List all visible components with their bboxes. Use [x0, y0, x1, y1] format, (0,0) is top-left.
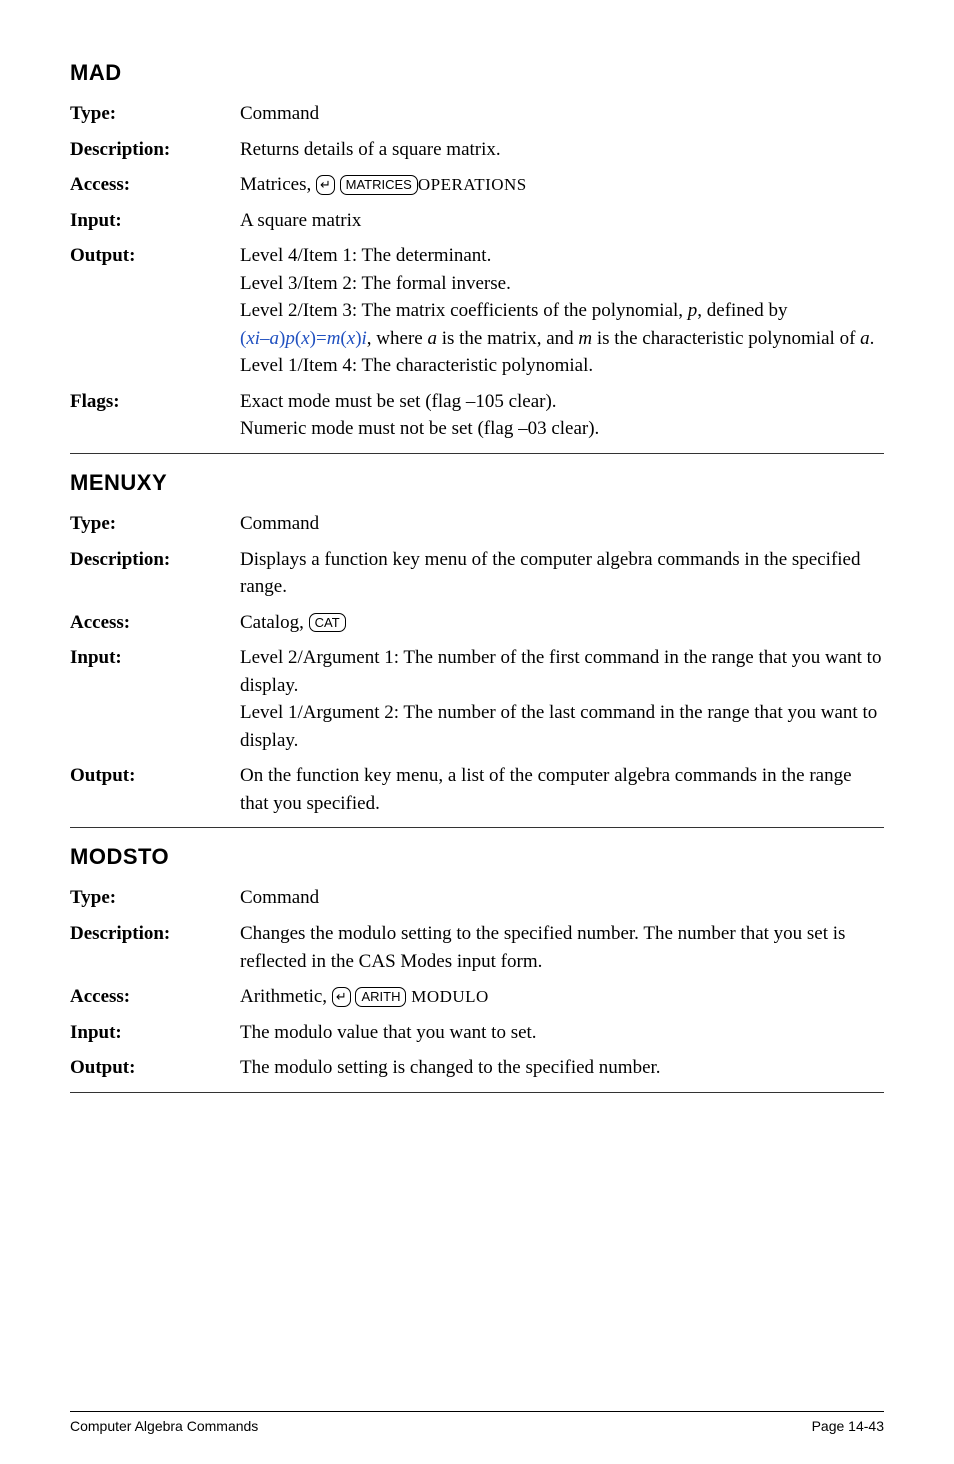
field-label: Access:: [70, 609, 240, 637]
field-label: Description:: [70, 546, 240, 601]
field-value: Level 2/Argument 1: The number of the fi…: [240, 644, 884, 754]
field-value: Displays a function key menu of the comp…: [240, 546, 884, 601]
field-value: Level 4/Item 1: The determinant.Level 3/…: [240, 242, 884, 380]
field-value: Changes the modulo setting to the specif…: [240, 920, 884, 975]
section-divider: [70, 827, 884, 828]
field-value: Command: [240, 510, 884, 538]
section-title: MENUXY: [70, 470, 884, 496]
field-row: Access:Matrices, ↵ MATRICESOPERATIONS: [70, 171, 884, 199]
field-value: Command: [240, 100, 884, 128]
field-label: Output:: [70, 1054, 240, 1082]
field-value: Command: [240, 884, 884, 912]
field-value: Arithmetic, ↵ ARITH MODULO: [240, 983, 884, 1011]
field-label: Output:: [70, 242, 240, 380]
page-footer: Computer Algebra Commands Page 14-43: [70, 1411, 884, 1434]
field-value: On the function key menu, a list of the …: [240, 762, 884, 817]
field-row: Output:The modulo setting is changed to …: [70, 1054, 884, 1082]
section-divider: [70, 453, 884, 454]
field-row: Output:Level 4/Item 1: The determinant.L…: [70, 242, 884, 380]
section-title: MODSTO: [70, 844, 884, 870]
field-label: Access:: [70, 983, 240, 1011]
footer-divider: [70, 1411, 884, 1412]
field-label: Type:: [70, 884, 240, 912]
field-row: Type:Command: [70, 884, 884, 912]
field-value: The modulo value that you want to set.: [240, 1019, 884, 1047]
field-value: The modulo setting is changed to the spe…: [240, 1054, 884, 1082]
field-value: Catalog, CAT: [240, 609, 884, 637]
field-row: Input:A square matrix: [70, 207, 884, 235]
field-label: Output:: [70, 762, 240, 817]
section-mad: MADType:CommandDescription:Returns detai…: [70, 60, 884, 443]
section-title: MAD: [70, 60, 884, 86]
field-value: Returns details of a square matrix.: [240, 136, 884, 164]
field-row: Input:The modulo value that you want to …: [70, 1019, 884, 1047]
field-label: Type:: [70, 510, 240, 538]
field-row: Input:Level 2/Argument 1: The number of …: [70, 644, 884, 754]
field-row: Output:On the function key menu, a list …: [70, 762, 884, 817]
field-row: Description:Changes the modulo setting t…: [70, 920, 884, 975]
section-modsto: MODSTOType:CommandDescription:Changes th…: [70, 844, 884, 1081]
field-value: Matrices, ↵ MATRICESOPERATIONS: [240, 171, 884, 199]
field-row: Flags:Exact mode must be set (flag –105 …: [70, 388, 884, 443]
field-label: Description:: [70, 920, 240, 975]
field-row: Type:Command: [70, 510, 884, 538]
field-row: Description:Returns details of a square …: [70, 136, 884, 164]
field-row: Type:Command: [70, 100, 884, 128]
field-row: Access:Catalog, CAT: [70, 609, 884, 637]
footer-left: Computer Algebra Commands: [70, 1418, 258, 1434]
field-row: Access:Arithmetic, ↵ ARITH MODULO: [70, 983, 884, 1011]
field-label: Input:: [70, 1019, 240, 1047]
field-label: Access:: [70, 171, 240, 199]
field-label: Input:: [70, 207, 240, 235]
section-menuxy: MENUXYType:CommandDescription:Displays a…: [70, 470, 884, 817]
field-value: Exact mode must be set (flag –105 clear)…: [240, 388, 884, 443]
field-value: A square matrix: [240, 207, 884, 235]
field-label: Input:: [70, 644, 240, 754]
field-row: Description:Displays a function key menu…: [70, 546, 884, 601]
field-label: Description:: [70, 136, 240, 164]
footer-right: Page 14-43: [812, 1418, 884, 1434]
section-divider: [70, 1092, 884, 1093]
field-label: Flags:: [70, 388, 240, 443]
field-label: Type:: [70, 100, 240, 128]
